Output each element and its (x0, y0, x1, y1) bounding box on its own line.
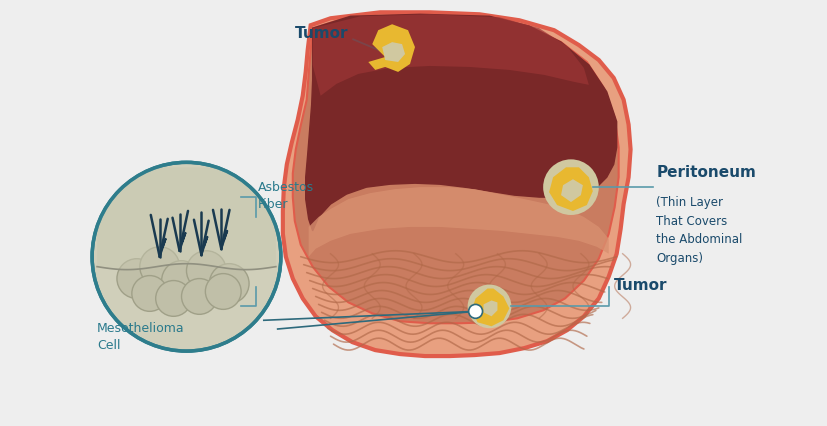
Polygon shape (293, 15, 619, 323)
Circle shape (209, 264, 249, 304)
Circle shape (155, 281, 192, 317)
Polygon shape (313, 15, 589, 97)
Text: Asbestos
Fiber: Asbestos Fiber (258, 181, 314, 210)
Circle shape (543, 160, 599, 216)
Circle shape (186, 251, 227, 291)
Circle shape (117, 259, 156, 299)
Circle shape (131, 276, 168, 312)
Circle shape (140, 247, 179, 287)
Text: Tumor: Tumor (295, 26, 348, 40)
Polygon shape (382, 43, 405, 63)
Polygon shape (283, 13, 630, 356)
Text: (Thin Layer
That Covers
the Abdominal
Organs): (Thin Layer That Covers the Abdominal Or… (657, 196, 743, 264)
Circle shape (467, 285, 511, 328)
Circle shape (469, 305, 482, 319)
Polygon shape (368, 25, 415, 73)
Circle shape (92, 163, 281, 351)
Polygon shape (308, 188, 609, 257)
Polygon shape (306, 15, 617, 231)
Polygon shape (471, 289, 509, 326)
Polygon shape (484, 301, 498, 317)
Circle shape (161, 261, 202, 301)
Polygon shape (561, 180, 583, 203)
Text: Tumor: Tumor (614, 277, 667, 292)
Circle shape (205, 274, 241, 310)
Text: Mesothelioma
Cell: Mesothelioma Cell (97, 322, 184, 351)
Polygon shape (549, 168, 593, 212)
Text: Peritoneum: Peritoneum (657, 165, 756, 180)
Polygon shape (97, 168, 276, 270)
Circle shape (181, 279, 218, 314)
